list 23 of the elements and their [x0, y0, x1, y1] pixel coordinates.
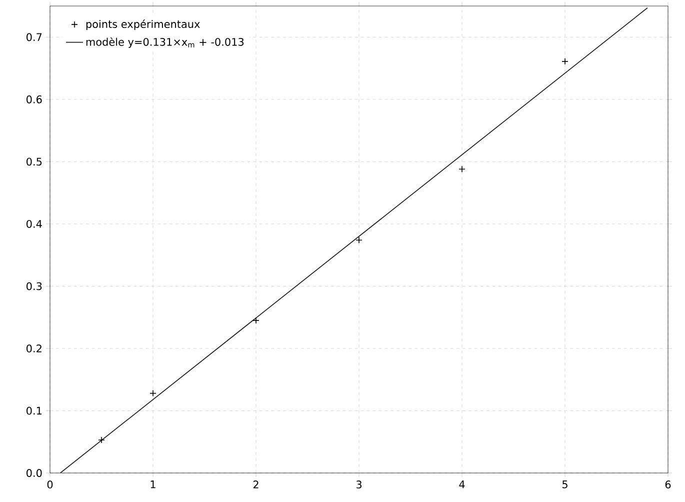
- y-tick-label: 0.4: [26, 220, 42, 228]
- y-tick-label: 0.7: [26, 33, 42, 42]
- x-tick-label: 1: [150, 480, 156, 488]
- point: [252, 317, 260, 324]
- y-tick-label: 0.6: [26, 95, 42, 104]
- x-tick-label: 6: [665, 480, 671, 488]
- legend-label: modèle y=0.131×x$_{m}$ + -0.013: [86, 37, 244, 48]
- legend-label: points expérimentaux: [86, 20, 200, 30]
- x-tick-label: 3: [356, 480, 362, 488]
- point: [150, 390, 156, 397]
- x-tick-label: 0: [47, 480, 53, 488]
- point: [98, 436, 105, 444]
- y-tick-label: 0.1: [26, 406, 42, 415]
- x-tick-label: 5: [562, 480, 568, 488]
- point: [562, 58, 568, 65]
- point: [356, 236, 362, 244]
- x-tick-label: 4: [459, 480, 465, 488]
- y-tick-label: 0.3: [26, 282, 42, 290]
- y-tick-label: 0.0: [26, 469, 42, 477]
- x-tick-label: 2: [253, 480, 258, 488]
- point: [458, 166, 466, 173]
- y-tick-label: 0.2: [26, 344, 42, 352]
- y-tick-label: 0.5: [26, 158, 42, 166]
